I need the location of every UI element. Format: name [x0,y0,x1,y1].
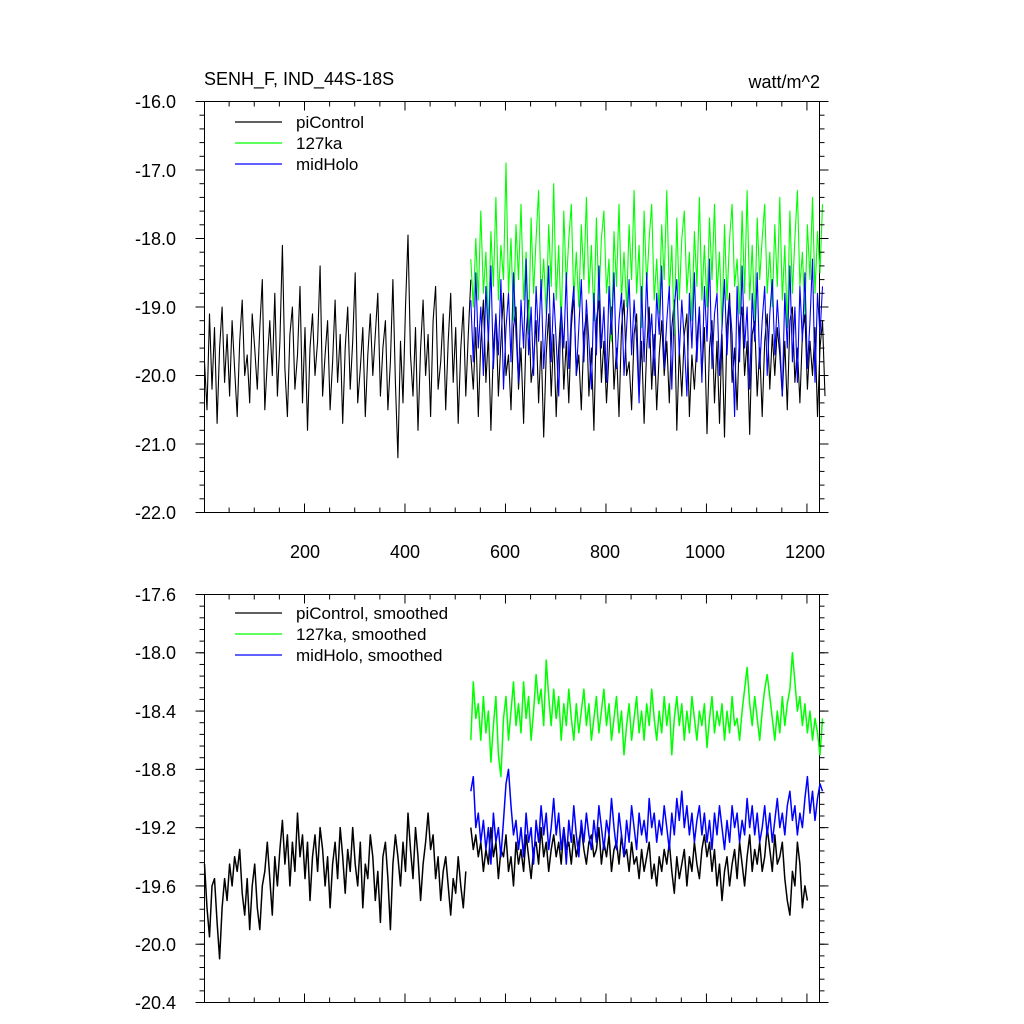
top-axis-ticks [195,101,829,513]
bottom-ytick-label: -18.8 [135,760,176,780]
top-units-label: watt/m^2 [748,72,820,92]
top-ytick-label: -21.0 [135,435,176,455]
top-ytick-label: -16.0 [135,92,176,112]
legend-label-midholo: midHolo [296,155,358,174]
bottom-ytick-label: -19.2 [135,818,176,838]
bottom-plot-frame [204,594,820,1003]
bottom-ytick-label: -19.6 [135,877,176,897]
top-xtick-label: 800 [590,542,620,562]
bottom-series-picontrol-smoothed-part2 [470,826,809,916]
top-xtick-label: 400 [390,542,420,562]
bottom-series-127ka-smoothed [470,652,824,778]
bottom-ytick-label: -17.6 [135,585,176,605]
top-panel: SENH_F, IND_44S-18S watt/m^2 piControl 1… [135,69,829,562]
bottom-ytick-label: -18.4 [135,702,176,722]
legend-label-127ka: 127ka [296,134,343,153]
bottom-series-group [203,652,824,960]
legend-label-picontrol-smoothed: piControl, smoothed [296,604,448,623]
top-ytick-label: -22.0 [135,503,176,523]
top-xtick-label: 600 [490,542,520,562]
bottom-legend: piControl, smoothed 127ka, smoothed midH… [235,604,448,665]
top-xtick-label: 200 [290,542,320,562]
top-legend: piControl 127ka midHolo [235,113,364,174]
legend-label-127ka-smoothed: 127ka, smoothed [296,625,426,644]
top-xtick-label: 1200 [785,542,825,562]
top-xtick-label: 1000 [685,542,725,562]
legend-label-picontrol: piControl [296,113,364,132]
top-ytick-label: -17.0 [135,161,176,181]
bottom-series-picontrol-smoothed [203,812,467,960]
bottom-axis-ticks [195,594,829,1003]
bottom-series-midholo-smoothed [470,768,824,865]
bottom-ytick-label: -18.0 [135,643,176,663]
bottom-panel: piControl, smoothed 127ka, smoothed midH… [135,585,829,1013]
top-series-midholo [470,258,824,418]
legend-label-midholo-smoothed: midHolo, smoothed [296,646,442,665]
top-chart-title: SENH_F, IND_44S-18S [204,69,394,90]
bottom-ytick-label: -20.4 [135,993,176,1013]
top-ytick-label: -18.0 [135,229,176,249]
top-ytick-label: -20.0 [135,366,176,386]
top-ytick-label: -19.0 [135,298,176,318]
top-series-picontrol [203,234,472,459]
top-series-group [203,162,826,459]
bottom-ytick-label: -20.0 [135,935,176,955]
